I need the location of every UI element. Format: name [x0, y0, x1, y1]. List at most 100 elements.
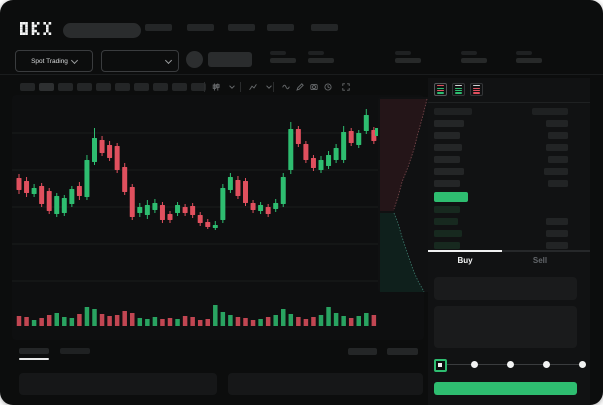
interval-button-8[interactable]: [153, 83, 168, 91]
bottom-tab-2[interactable]: [60, 348, 90, 354]
price-placeholder: [434, 132, 460, 139]
toolbar-separator: [204, 82, 205, 92]
chevron-down-icon[interactable]: [263, 81, 275, 93]
slider-stop-50pct[interactable]: [506, 361, 514, 368]
orders-panel-right: [228, 373, 423, 395]
ask-row-1[interactable]: [434, 120, 568, 127]
nav-item-3[interactable]: [228, 24, 255, 31]
stat-label: [461, 51, 477, 55]
percent-slider-handle[interactable]: [434, 359, 447, 372]
history-icon[interactable]: [322, 81, 334, 93]
bid-row-4[interactable]: [434, 242, 568, 249]
toolbar-separator: [273, 82, 274, 92]
orderbook: [434, 120, 568, 254]
chevron-down-icon[interactable]: [226, 81, 238, 93]
stat-value: [516, 58, 542, 63]
nav-item-2[interactable]: [187, 24, 214, 31]
tab-sell[interactable]: Sell: [532, 256, 548, 265]
price-placeholder: [434, 144, 462, 151]
interval-button-1[interactable]: [20, 83, 35, 91]
interval-button-5[interactable]: [96, 83, 111, 91]
expand-icon[interactable]: [340, 81, 352, 93]
stat-label: [516, 51, 532, 55]
indicators-icon[interactable]: [247, 81, 259, 93]
book-asks-icon[interactable]: [470, 83, 483, 96]
line-style-icon[interactable]: [280, 81, 292, 93]
chevron-down-icon: [70, 56, 78, 64]
amount-placeholder: [546, 242, 568, 249]
nav-item-5[interactable]: [311, 24, 338, 31]
ask-row-2[interactable]: [434, 132, 568, 139]
price-placeholder: [434, 120, 464, 127]
price-placeholder: [434, 180, 460, 187]
tab-buy[interactable]: Buy: [457, 256, 473, 265]
slider-stop-75pct[interactable]: [542, 361, 550, 368]
book-both-icon[interactable]: [434, 83, 447, 96]
buy-button[interactable]: [434, 382, 577, 395]
header-divider: [0, 74, 603, 75]
ask-row-3[interactable]: [434, 144, 568, 151]
amount-placeholder: [546, 144, 568, 151]
last-price-highlight[interactable]: [434, 192, 468, 202]
bottom-action-1[interactable]: [348, 348, 377, 355]
price-placeholder: [434, 206, 460, 213]
tabs-divider: [428, 250, 590, 252]
bottom-action-2[interactable]: [387, 348, 418, 355]
interval-button-9[interactable]: [172, 83, 187, 91]
orders-panel-left: [19, 373, 217, 395]
slider-stop-25pct[interactable]: [470, 361, 478, 368]
amount-placeholder: [546, 218, 568, 225]
pencil-icon[interactable]: [294, 81, 306, 93]
interval-button-4[interactable]: [77, 83, 92, 91]
spot-trading-label: Spot Trading: [31, 57, 68, 65]
amount-placeholder: [546, 120, 568, 127]
slider-handle-fill: [437, 362, 442, 367]
ask-row-5[interactable]: [434, 168, 568, 175]
price-placeholder: [434, 168, 464, 175]
amount-placeholder: [548, 132, 568, 139]
buy-tab-active-indicator: [428, 250, 502, 252]
bottom-tab-1[interactable]: [19, 348, 49, 354]
interval-button-7[interactable]: [134, 83, 149, 91]
ask-row-4[interactable]: [434, 156, 568, 163]
stat-value: [395, 58, 421, 63]
stat-value: [461, 58, 487, 63]
book-bids-icon[interactable]: [452, 83, 465, 96]
bottom-tab-active-underline: [19, 358, 49, 360]
bid-row-2[interactable]: [434, 218, 568, 225]
interval-button-6[interactable]: [115, 83, 130, 91]
candlestick-chart: [12, 95, 432, 340]
amount-placeholder: [548, 180, 568, 187]
spot-trading-dropdown[interactable]: Spot Trading: [15, 50, 93, 72]
orderbook-view-toggles: [434, 83, 483, 96]
orderbook-col-header-amount: [532, 108, 568, 115]
nav-item-1[interactable]: [145, 24, 172, 31]
orderbook-divider: [428, 102, 590, 103]
interval-button-2[interactable]: [39, 83, 54, 91]
price-placeholder: [434, 242, 460, 249]
stat-label: [270, 51, 286, 55]
bid-row-1[interactable]: [434, 206, 568, 213]
bid-row-3[interactable]: [434, 230, 568, 237]
slider-stop-100pct[interactable]: [578, 361, 586, 368]
candles-icon[interactable]: [210, 81, 222, 93]
nav-item-4[interactable]: [267, 24, 294, 31]
amount-input[interactable]: [434, 306, 577, 348]
amount-placeholder: [546, 230, 568, 237]
search-input[interactable]: [63, 23, 141, 38]
ask-row-6[interactable]: [434, 180, 568, 187]
price-placeholder: [434, 230, 462, 237]
okx-logo: [20, 22, 56, 41]
price-input[interactable]: [434, 277, 577, 300]
right-panel: Buy Sell: [428, 78, 590, 405]
stat-value: [308, 58, 334, 63]
interval-button-10[interactable]: [191, 83, 206, 91]
stat-label: [395, 51, 411, 55]
camera-icon[interactable]: [308, 81, 320, 93]
interval-button-3[interactable]: [58, 83, 73, 91]
price-placeholder: [434, 156, 460, 163]
token-avatar[interactable]: [186, 51, 203, 68]
price-placeholder: [434, 218, 458, 225]
pair-selector-dropdown[interactable]: [101, 50, 179, 72]
